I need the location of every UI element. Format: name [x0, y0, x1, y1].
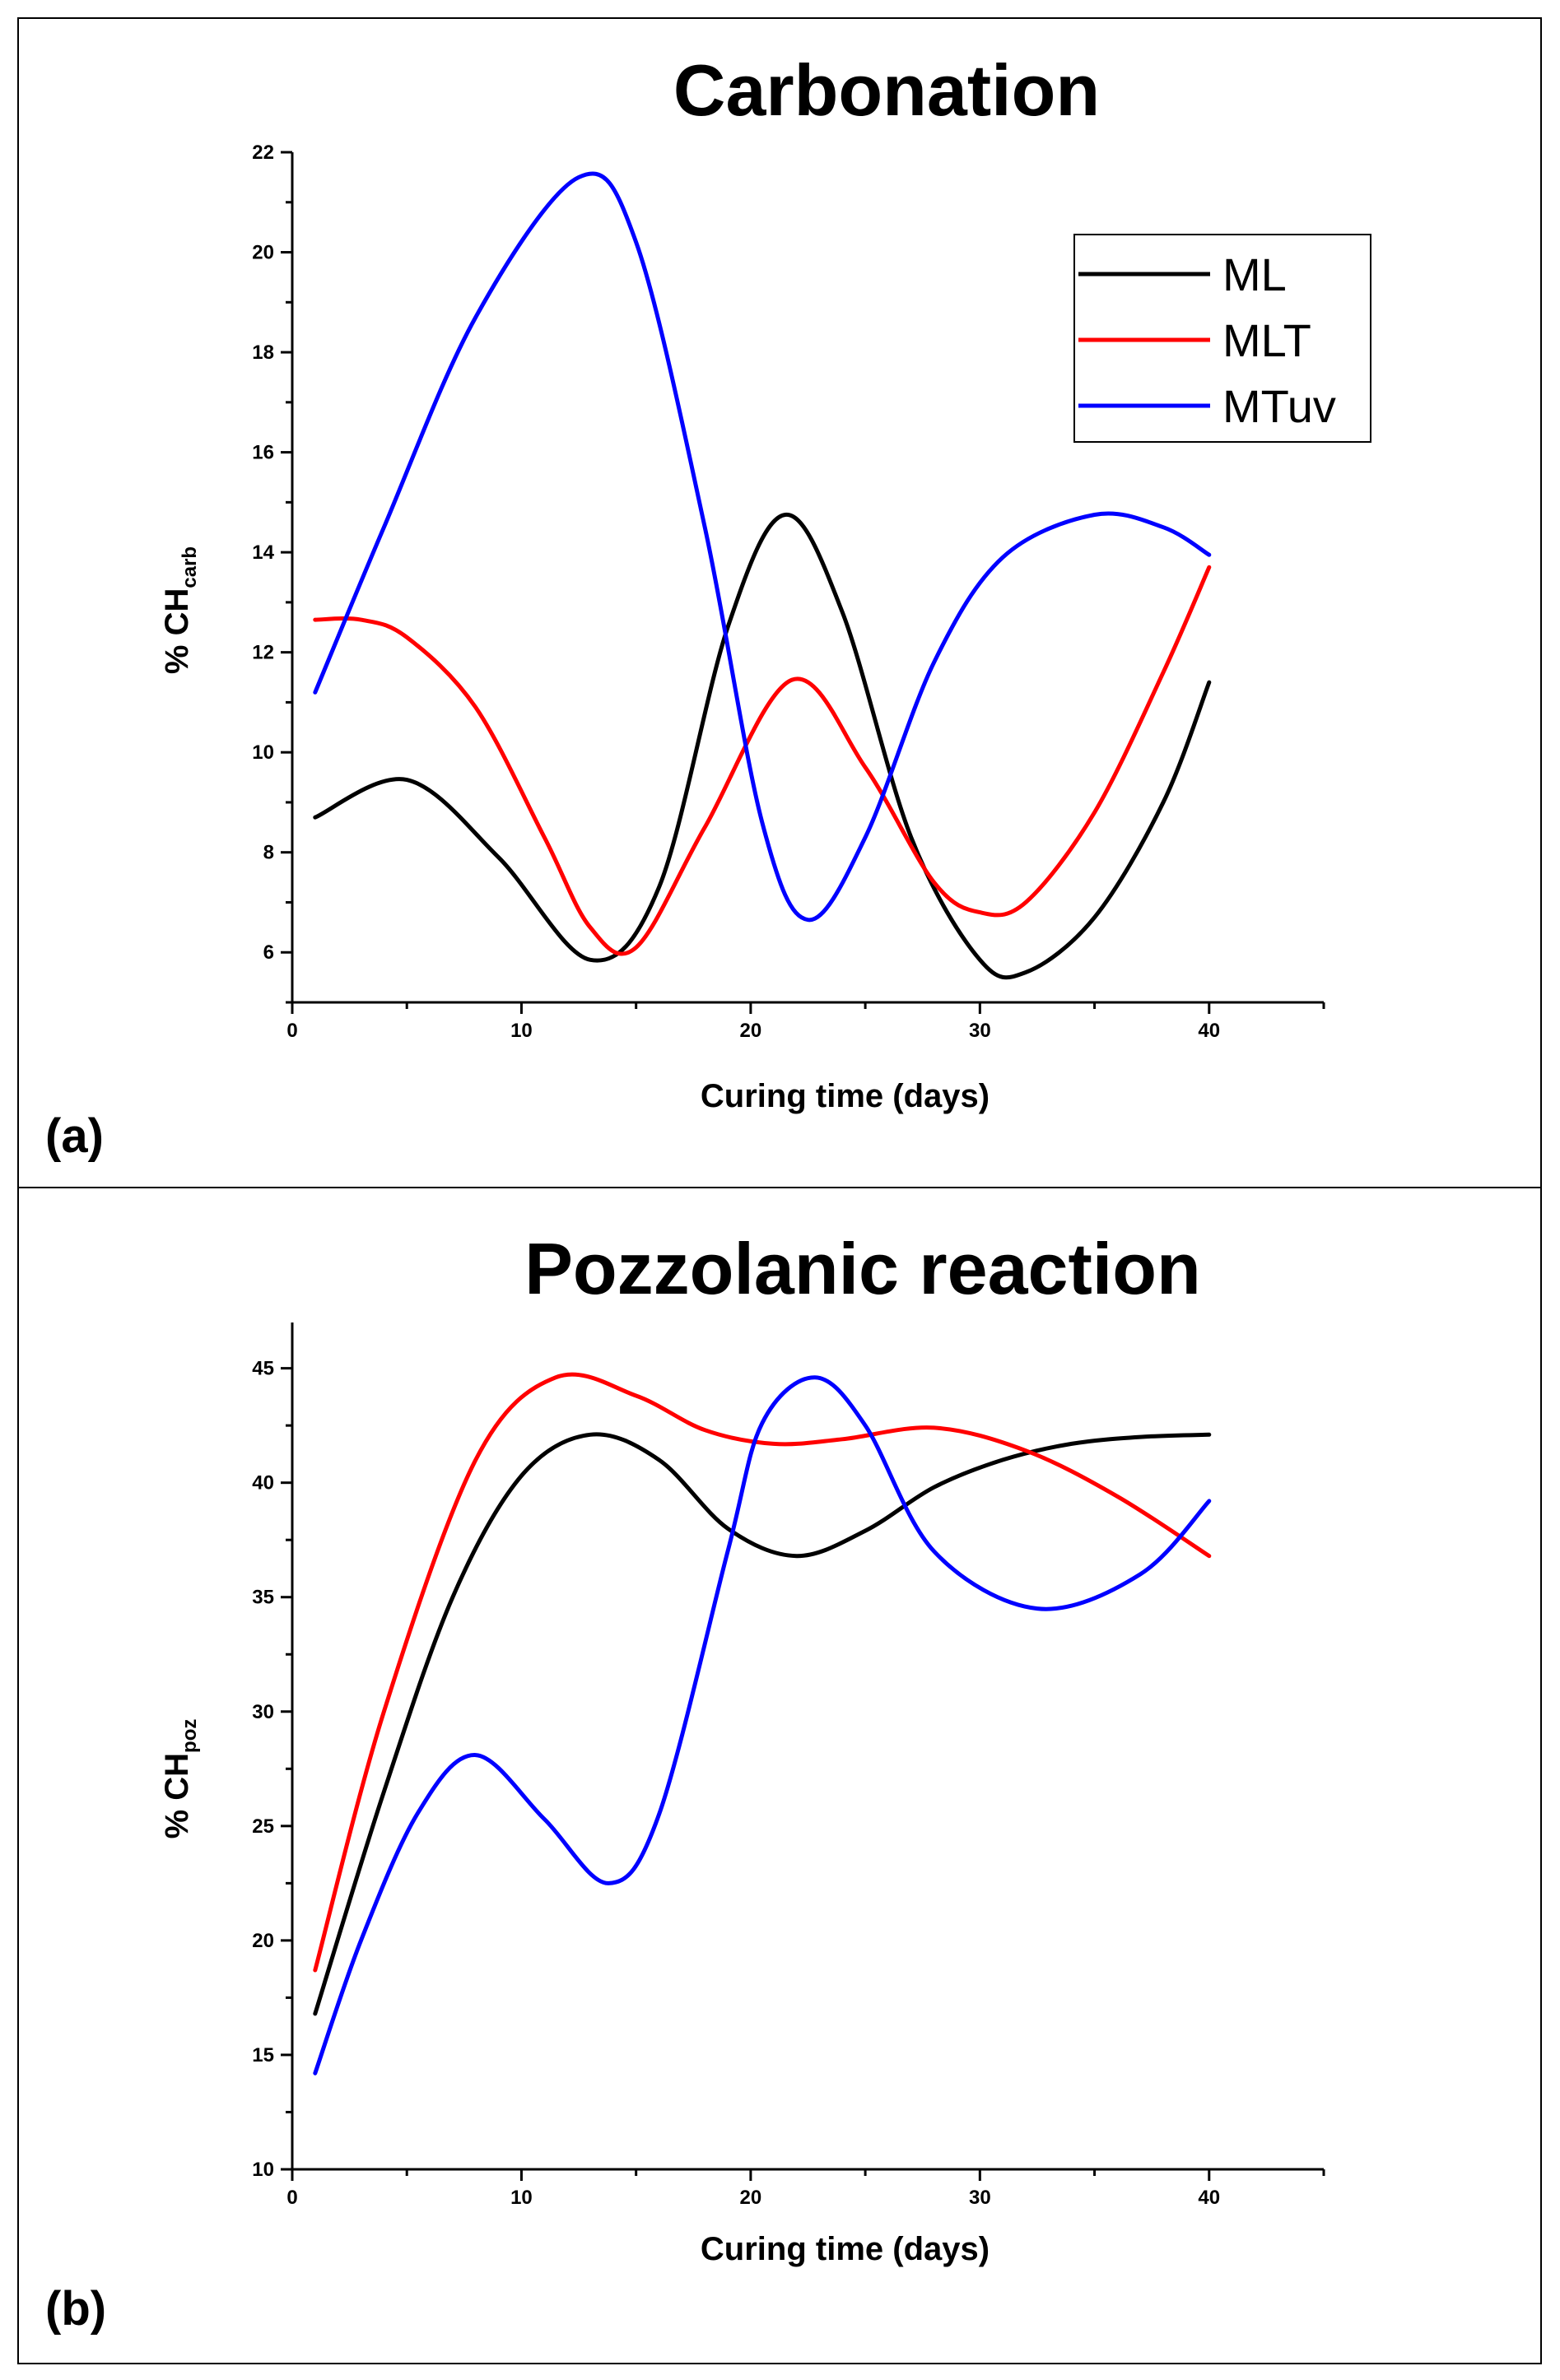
y-axis-title: % CHcarb	[159, 546, 201, 674]
x-tick-label: 10	[510, 2187, 533, 2209]
x-tick-label: 40	[1198, 1020, 1220, 1042]
legend-label-mlt: MLT	[1222, 314, 1311, 366]
x-tick-label: 30	[969, 1020, 991, 1042]
x-tick-label: 40	[1198, 2187, 1220, 2209]
legend-label-ml: ML	[1222, 249, 1287, 300]
x-axis-title: Curing time (days)	[701, 2231, 990, 2267]
y-tick-label: 16	[252, 442, 274, 464]
y-tick-label: 12	[252, 642, 274, 664]
series-line-mlt	[313, 1372, 1212, 1973]
series-line-mtuv	[313, 171, 1212, 923]
x-tick-label: 0	[286, 2187, 297, 2209]
y-axis-title-main: % CH	[159, 1753, 195, 1838]
y-tick-label: 40	[252, 1472, 274, 1494]
x-tick-label: 10	[510, 1020, 533, 1042]
figure-frame	[17, 17, 1542, 2364]
y-tick-label: 25	[252, 1815, 274, 1838]
y-tick-label: 15	[252, 2044, 274, 2066]
legend-label-mtuv: MTuv	[1222, 380, 1336, 432]
legend: ML MLT MTuv	[1073, 234, 1371, 443]
y-tick-label: 22	[252, 142, 274, 164]
y-tick-label: 10	[252, 741, 274, 764]
panel-label: (b)	[45, 2282, 106, 2336]
y-tick-label: 14	[252, 542, 274, 564]
panel-b: 0 10 20 30 40 10 15 20 25 30 35 40 45 Pozzolanic reac…	[45, 1228, 1325, 2336]
panel-a: 0 10 20 30 40 6 8 10 12 14 16 18 20 22 Carbonation Curi…	[45, 49, 1371, 1163]
x-tick-label: 20	[740, 2187, 762, 2209]
y-tick-label: 20	[252, 1930, 274, 1952]
y-tick-label: 45	[252, 1358, 274, 1380]
y-axis-title: % CHpoz	[159, 1719, 201, 1839]
series-line-ml	[313, 512, 1212, 980]
panel-label: (a)	[45, 1109, 104, 1163]
chart-title: Carbonation	[673, 49, 1100, 131]
y-tick-label: 20	[252, 242, 274, 264]
series-line-mtuv	[313, 1375, 1212, 2076]
series-line-ml	[313, 1432, 1212, 2016]
y-axis-title-subscript: poz	[179, 1719, 201, 1753]
y-tick-label: 10	[252, 2159, 274, 2181]
y-tick-label: 18	[252, 342, 274, 364]
x-tick-label: 30	[969, 2187, 991, 2209]
chart-title: Pozzolanic reaction	[524, 1228, 1201, 1309]
x-axis-title: Curing time (days)	[701, 1078, 990, 1114]
x-tick-label: 20	[740, 1020, 762, 1042]
x-tick-label: 0	[286, 1020, 297, 1042]
y-tick-label: 30	[252, 1701, 274, 1723]
y-tick-label: 8	[263, 842, 274, 864]
series-line-mlt	[313, 565, 1212, 956]
y-tick-label: 35	[252, 1587, 274, 1609]
y-axis-title-main: % CH	[159, 588, 195, 674]
y-tick-label: 6	[263, 941, 274, 964]
y-axis-title-subscript: carb	[179, 546, 201, 588]
